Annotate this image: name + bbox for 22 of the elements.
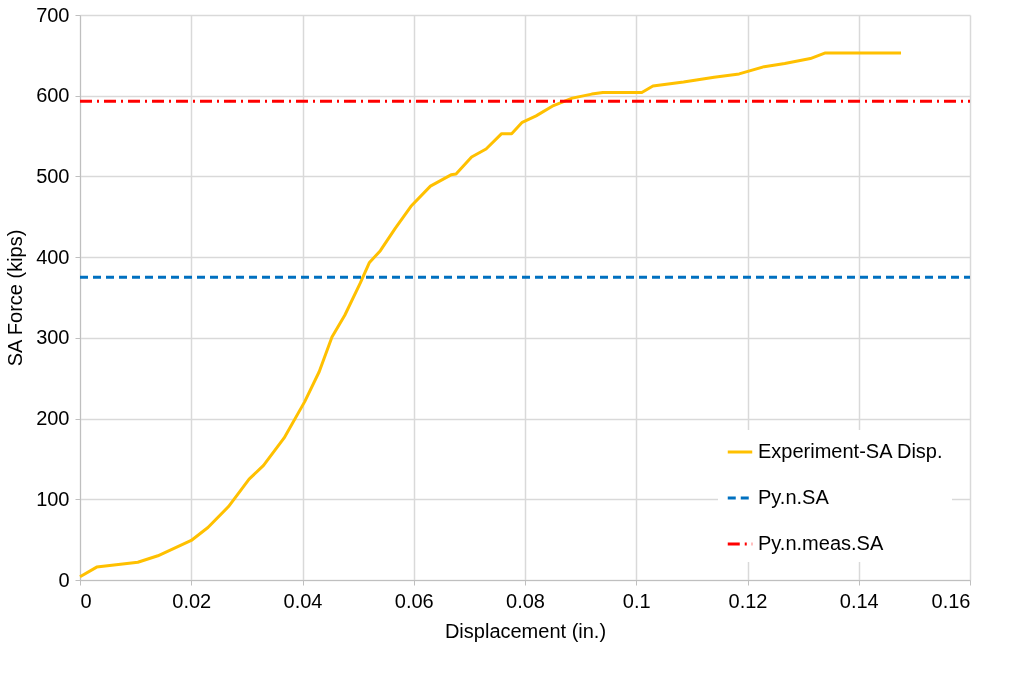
x-tick-label: 0.06 <box>394 589 434 612</box>
y-axis-title: SA Force (kips) <box>4 229 27 367</box>
y-tick-label: 500 <box>36 164 70 187</box>
y-tick-label: 100 <box>36 487 70 510</box>
x-tick-label: 0.08 <box>506 589 545 612</box>
y-tick-label: 400 <box>36 245 70 268</box>
x-axis-title: Displacement (in.) <box>444 619 607 642</box>
y-tick-label: 600 <box>36 84 70 107</box>
x-tick-label: 0.14 <box>839 589 879 612</box>
legend-label: Py.n.meas.SA <box>758 532 884 554</box>
x-tick-label: 0.16 <box>931 589 971 612</box>
y-tick-label: 0 <box>58 568 70 591</box>
x-tick-label: 0.1 <box>622 589 651 612</box>
y-tick-label: 300 <box>36 326 70 349</box>
x-tick-label: 0.02 <box>172 589 212 612</box>
x-tick-label: 0 <box>80 589 92 612</box>
legend-label: Py.n.SA <box>758 486 830 508</box>
x-tick-label: 0.12 <box>728 589 768 612</box>
legend-label: Experiment-SA Disp. <box>758 440 943 462</box>
y-tick-label: 700 <box>36 3 70 26</box>
y-tick-label: 200 <box>36 407 70 430</box>
x-tick-label: 0.04 <box>283 589 323 612</box>
